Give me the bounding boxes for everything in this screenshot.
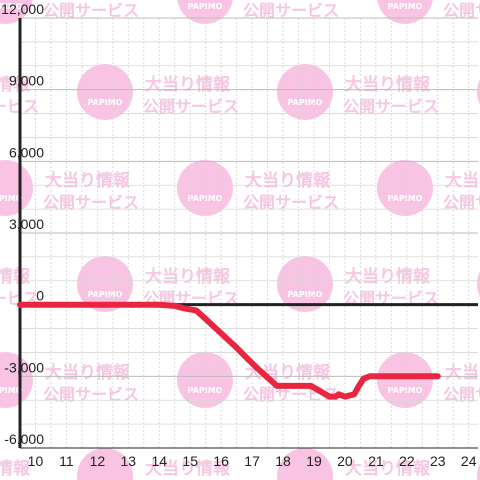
x-tick-label: 23 (430, 453, 446, 469)
watermark-logo-circle (0, 160, 33, 216)
watermark-logo-circle (377, 160, 433, 216)
watermark-logo-text: PAPIMO (0, 386, 23, 395)
x-tick-label: 18 (275, 453, 291, 469)
x-tick-label: 14 (151, 453, 167, 469)
watermark-logo-circle (77, 64, 133, 120)
watermark-logo-circle (277, 448, 333, 480)
x-tick-label: 16 (213, 453, 229, 469)
x-tick-label: 12 (90, 453, 106, 469)
watermark-line-1: 大当り情報 (445, 362, 480, 383)
watermark-logo-text: PAPIMO (388, 386, 423, 395)
x-tick-label: 20 (337, 453, 353, 469)
watermark-logo-circle (177, 160, 233, 216)
watermark-line-2: 公開サービス (43, 1, 139, 20)
x-tick-label: 21 (368, 453, 384, 469)
tick-label-layer: -6,000 -3,000 0 3,000 6,000 9,000 12,000 10 11 12… (1, 1, 477, 469)
watermark-line-2: 公開サービス (443, 385, 480, 404)
watermark-logo-circle (477, 463, 480, 480)
watermark-line-1: 大当り情報 (45, 362, 131, 383)
watermark-logo-text: PAPIMO (188, 2, 223, 11)
watermark-logo-circle (77, 256, 133, 312)
watermark-logo-circle (277, 64, 333, 120)
watermark-logo-text: PAPIMO (188, 386, 223, 395)
watermark-line-2: 公開サービス (143, 97, 239, 116)
watermark-line-2: 公開サービス (443, 193, 480, 212)
y-tick-label: 6,000 (9, 144, 44, 160)
watermark-logo-text: PAPIMO (0, 194, 23, 203)
watermark-logo-text: PAPIMO (388, 194, 423, 203)
y-tick-label: 12,000 (1, 1, 44, 17)
watermark-logo-circle (377, 352, 433, 408)
watermark-line-2: 公開サービス (243, 193, 339, 212)
watermark-logo-text: PAPIMO (288, 290, 323, 299)
watermark-logo-text: PAPIMO (188, 194, 223, 203)
y-tick-label: -6,000 (4, 431, 44, 447)
watermark-line-2: 公開サービス (43, 193, 139, 212)
x-tick-label: 11 (59, 453, 74, 469)
y-tick-label: -3,000 (4, 359, 44, 375)
watermark-line-2: 公開サービス (443, 1, 480, 20)
watermark-logo-circle (277, 256, 333, 312)
x-tick-label: 24 (461, 453, 477, 469)
watermark-line-1: 大当り情報 (0, 266, 31, 287)
x-tick-label: 22 (399, 453, 415, 469)
series-line-0 (17, 301, 441, 400)
x-tick-label: 15 (182, 453, 198, 469)
watermark-line-1: 大当り情報 (145, 458, 231, 479)
watermark-logo-text: PAPIMO (288, 98, 323, 107)
x-tick-label: 13 (121, 453, 137, 469)
watermark-logo-text: PAPIMO (88, 98, 123, 107)
y-tick-label: 9,000 (9, 73, 44, 89)
watermark-logo-circle (0, 0, 33, 24)
x-tick-label: 19 (306, 453, 322, 469)
watermark-line-1: 大当り情報 (0, 458, 31, 479)
series-layer (17, 301, 441, 400)
watermark-logo-circle (177, 352, 233, 408)
watermark-line-1: 大当り情報 (345, 458, 431, 479)
watermark-logo-text: PAPIMO (0, 2, 23, 11)
y-tick-label: 3,000 (9, 216, 44, 232)
watermark-line-1: 大当り情報 (145, 266, 231, 287)
watermark-logo-circle (0, 352, 33, 408)
x-tick-label: 10 (28, 453, 44, 469)
watermark-line-1: 大当り情報 (45, 170, 131, 191)
watermark-logo-circle (77, 448, 133, 480)
watermark-logo-text: PAPIMO (388, 2, 423, 11)
watermark-line-1: 大当り情報 (245, 170, 331, 191)
watermark-line-2: 公開サービス (243, 1, 339, 20)
watermark-line-1: 大当り情報 (345, 266, 431, 287)
watermark-logo-circle (477, 79, 480, 105)
watermark-line-2: 公開サービス (43, 385, 139, 404)
watermark-line-1: 大当り情報 (445, 170, 480, 191)
y-tick-label: 0 (36, 288, 44, 304)
watermark-logo-circle (477, 271, 480, 297)
watermark-line-1: 大当り情報 (145, 74, 231, 95)
x-tick-label: 17 (244, 453, 260, 469)
watermark-line-1: 大当り情報 (345, 74, 431, 95)
watermark-logo-text: PAPIMO (88, 290, 123, 299)
